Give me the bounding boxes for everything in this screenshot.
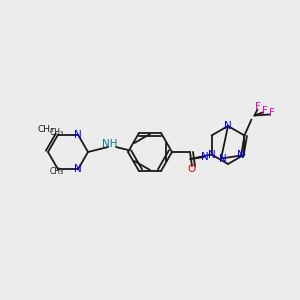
Text: N: N	[74, 164, 82, 174]
Text: F: F	[254, 103, 260, 112]
Text: N: N	[201, 152, 209, 162]
Text: CH₃: CH₃	[38, 125, 54, 134]
Text: F: F	[262, 106, 267, 116]
Text: O: O	[188, 164, 196, 174]
Text: N: N	[74, 130, 82, 140]
Text: CH₃: CH₃	[50, 167, 64, 176]
Text: N: N	[237, 151, 245, 160]
Text: NH: NH	[102, 139, 118, 149]
Text: CH₃: CH₃	[50, 128, 64, 137]
Text: N: N	[219, 154, 227, 164]
Text: F: F	[268, 107, 274, 118]
Text: N: N	[208, 149, 215, 160]
Text: N: N	[224, 121, 232, 131]
